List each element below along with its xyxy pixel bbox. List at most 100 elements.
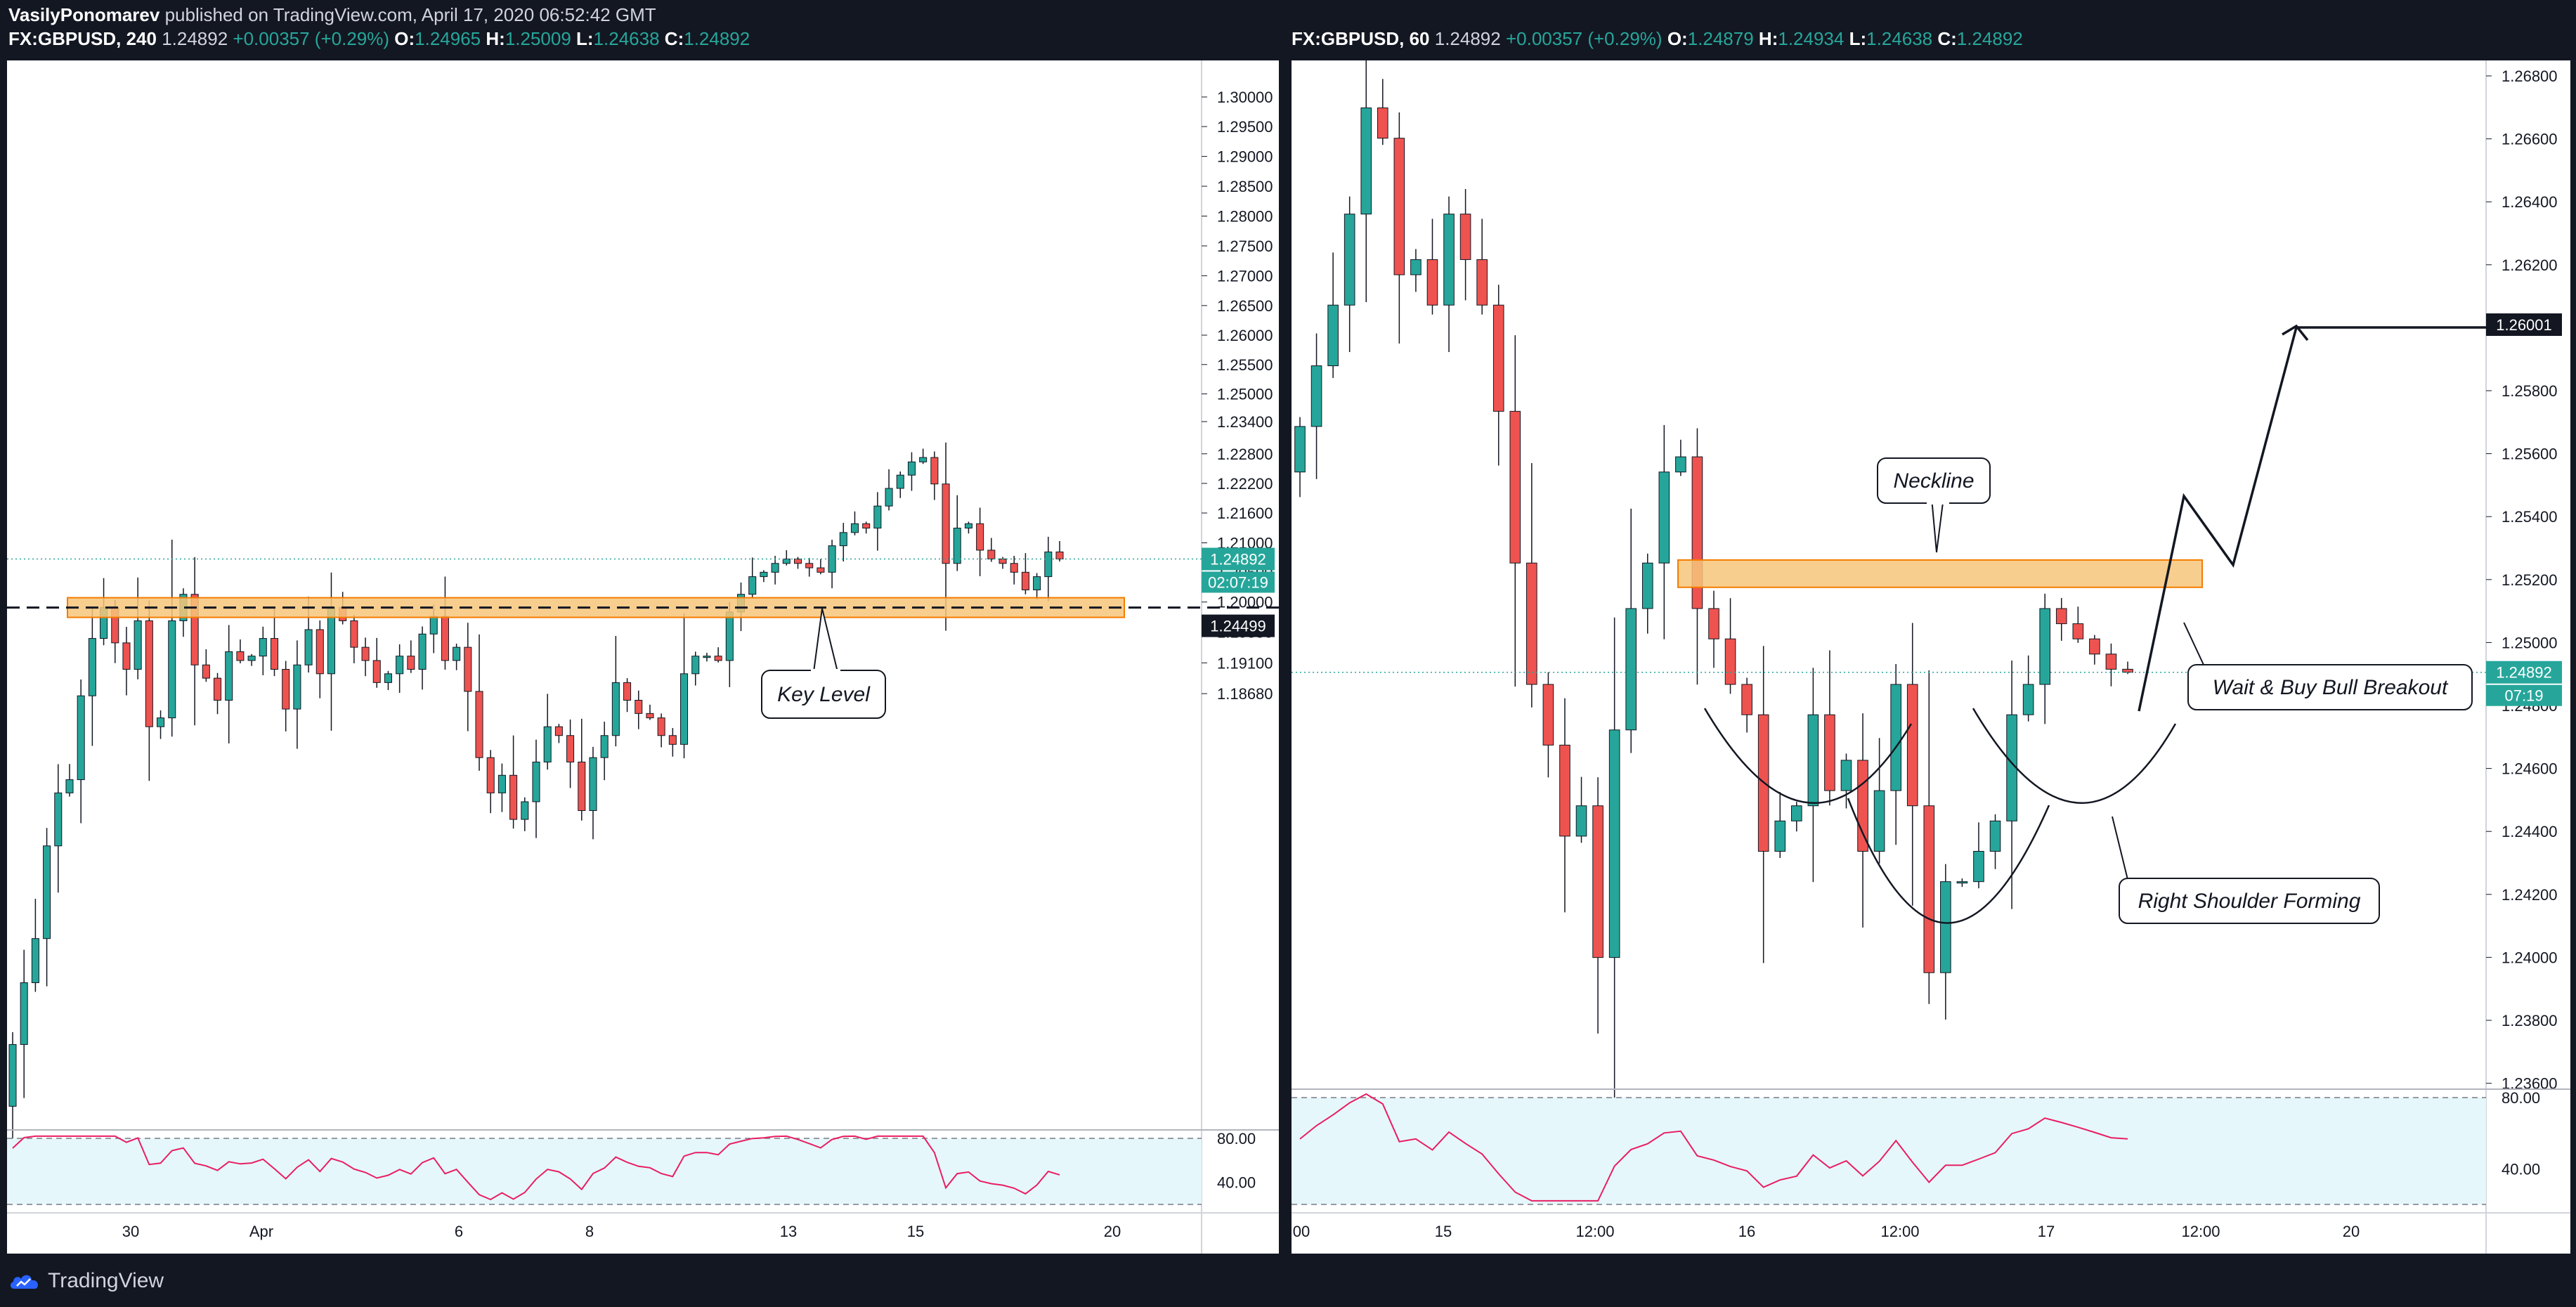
left-open: 1.24965 <box>415 28 481 49</box>
candle-body <box>453 646 461 661</box>
candle-body <box>1840 760 1852 791</box>
projection-path <box>2138 326 2486 712</box>
time-tick-label: 13 <box>780 1223 797 1240</box>
rsi-tick-label: 40.00 <box>1217 1174 1256 1192</box>
candle-body <box>1807 714 1819 807</box>
candle-body <box>623 682 632 701</box>
candle-body <box>1906 684 1918 807</box>
candle-body <box>760 571 768 578</box>
candle-body <box>668 735 677 745</box>
candle-body <box>157 717 165 727</box>
candle-body <box>782 559 791 564</box>
left-overlay: 1.24892 02:07:19 1.24499 Key Level <box>7 547 1279 719</box>
candle-body <box>1542 684 1554 746</box>
time-tick-label: 16 <box>1738 1223 1755 1240</box>
left-symbol[interactable]: FX:GBPUSD, 240 <box>8 28 157 49</box>
candle-body <box>998 559 1007 564</box>
right-chart-panel[interactable]: 1.268001.266001.264001.262001.260001.258… <box>1292 60 2570 1254</box>
right-time-axis[interactable]: 00 15 12:00 16 12:00 17 12:00 20 <box>1292 1212 2570 1240</box>
breakout-callout-text: Wait & Buy Bull Breakout <box>2213 676 2449 699</box>
key-level-callout-text: Key Level <box>777 683 871 706</box>
candle-body <box>396 656 404 675</box>
price-tick-label: 1.25400 <box>2502 508 2558 526</box>
time-tick-label: 12:00 <box>2181 1223 2220 1240</box>
left-price-axis[interactable]: 1.30000 1.29500 1.29000 1.28500 1.28000 1.275… <box>1201 60 1273 1254</box>
candle-body <box>907 461 916 476</box>
candle-body <box>1459 214 1471 260</box>
price-tick-label: 1.25600 <box>2502 446 2558 463</box>
candle-body <box>168 620 176 719</box>
left-time-axis[interactable]: 30 Apr 6 8 13 15 20 <box>7 1212 1279 1240</box>
candle-body <box>464 646 472 692</box>
neckline-callout-text: Neckline <box>1893 469 1974 493</box>
tradingview-cloud-icon <box>10 1275 39 1289</box>
countdown-badge-text: 07:19 <box>2504 687 2543 705</box>
candle-body <box>202 664 210 679</box>
candle-body <box>1055 551 1064 560</box>
price-tick-label: 1.22800 <box>1217 446 1273 463</box>
left-high: 1.25009 <box>505 28 571 49</box>
right-price-axis[interactable]: 1.268001.266001.264001.262001.260001.258… <box>2485 60 2558 1254</box>
left-shoulder-arc <box>1703 708 1913 804</box>
candle-body <box>850 523 859 533</box>
candle-body <box>521 801 529 820</box>
candle-body <box>1741 684 1752 715</box>
candle-body <box>1658 472 1670 564</box>
candle-body <box>475 691 483 758</box>
publish-line: VasilyPonomarev published on TradingView… <box>8 4 656 26</box>
right-candles <box>1294 60 2133 1140</box>
candle-body <box>304 629 313 665</box>
candle-body <box>1310 365 1322 427</box>
candle-body <box>771 563 779 573</box>
time-tick-label: 15 <box>1435 1223 1452 1240</box>
neckline-zone <box>1677 559 2203 588</box>
candle-body <box>77 695 85 781</box>
candle-body <box>2122 668 2133 673</box>
candle-body <box>31 938 39 983</box>
time-tick-label: 30 <box>122 1223 139 1240</box>
candle-body <box>2055 608 2067 625</box>
publish-bar: VasilyPonomarev published on TradingView… <box>0 0 2576 26</box>
candle-body <box>1476 259 1488 306</box>
candle-body <box>942 483 950 564</box>
price-tick-label: 1.21600 <box>1217 505 1273 522</box>
author-name[interactable]: VasilyPonomarev <box>8 4 160 25</box>
time-tick-label: 20 <box>2343 1223 2360 1240</box>
candle-body <box>122 642 131 670</box>
candle-body <box>509 774 518 820</box>
candle-body <box>646 713 654 719</box>
candle-body <box>714 656 722 661</box>
callout-joint <box>811 669 840 673</box>
tradingview-logo[interactable]: TradingView <box>8 1269 164 1293</box>
right-symbol[interactable]: FX:GBPUSD, 60 <box>1292 28 1430 49</box>
candle-body <box>600 735 609 758</box>
last-price-badge-text: 1.24892 <box>2496 664 2552 682</box>
target-badge <box>2486 313 2562 336</box>
candle-body <box>407 656 415 670</box>
candle-body <box>361 646 370 661</box>
candle-body <box>885 488 893 507</box>
candle-body <box>1294 426 1306 473</box>
candle-body <box>930 457 939 485</box>
rsi-tick-label: 80.00 <box>2502 1089 2540 1107</box>
candle-body <box>418 633 427 670</box>
rsi-tick-label: 40.00 <box>2502 1160 2540 1178</box>
candle-body <box>919 457 928 462</box>
left-last: 1.24892 <box>162 28 228 49</box>
left-chart-svg[interactable]: 1.30000 1.29500 1.29000 1.28500 1.28000 1.275… <box>7 60 1279 1254</box>
shoulder-callout-box <box>2119 878 2380 924</box>
price-tick-label: 1.28500 <box>1217 178 1273 195</box>
candle-body <box>1575 805 1587 837</box>
candle-body <box>1377 108 1388 139</box>
candle-body <box>1443 214 1455 306</box>
left-chart-panel[interactable]: 1.30000 1.29500 1.29000 1.28500 1.28000 1.275… <box>7 60 1279 1254</box>
candle-body <box>43 845 51 939</box>
price-tick-label: 1.26500 <box>1217 297 1273 315</box>
candle-body <box>976 523 984 551</box>
price-tick-label: 1.18680 <box>1217 685 1273 703</box>
time-tick-label: 00 <box>1293 1223 1310 1240</box>
right-chart-svg[interactable]: 1.268001.266001.264001.262001.260001.258… <box>1292 60 2570 1254</box>
candle-body <box>964 523 972 529</box>
candle-body <box>145 620 153 727</box>
candle-body <box>1592 805 1604 958</box>
